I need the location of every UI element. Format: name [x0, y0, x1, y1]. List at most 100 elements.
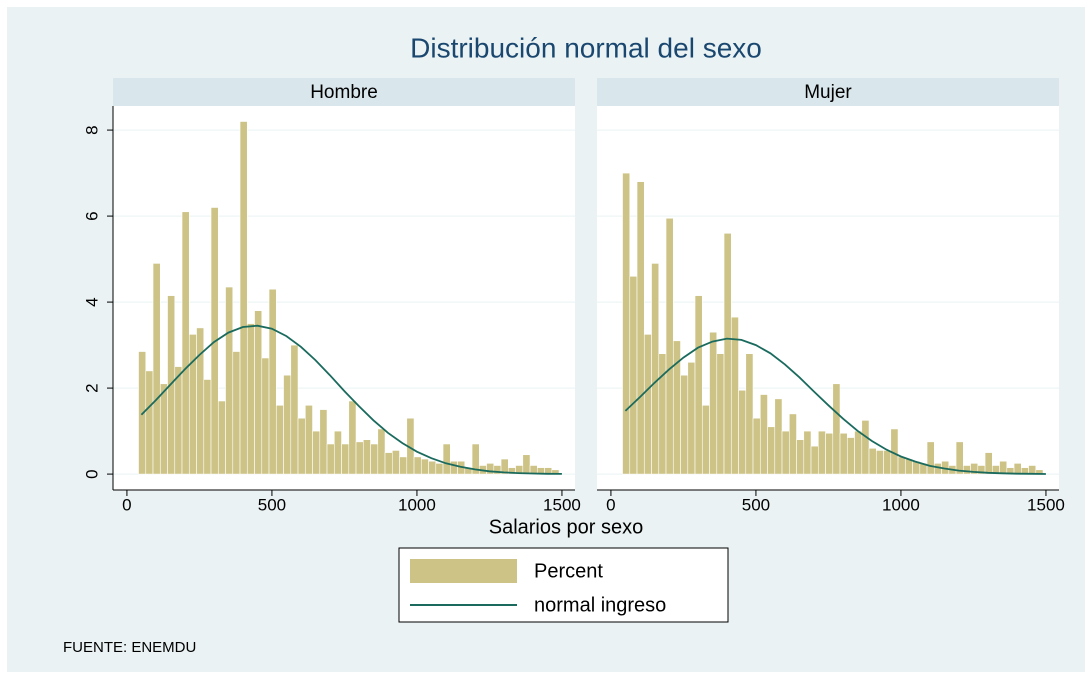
bar	[781, 430, 790, 475]
panel-header	[597, 78, 1059, 106]
bar	[767, 426, 776, 475]
legend-swatch	[410, 559, 517, 583]
bar	[217, 400, 226, 475]
bar	[188, 334, 197, 475]
bar	[825, 432, 834, 475]
bar	[159, 383, 168, 475]
bar	[449, 460, 458, 475]
bar	[665, 217, 674, 475]
bar	[239, 121, 248, 475]
bar	[774, 398, 783, 475]
bar	[261, 357, 270, 475]
bar	[694, 295, 703, 475]
chart-title: Distribución normal del sexo	[410, 32, 762, 63]
bar	[435, 463, 444, 475]
y-tick-label: 6	[82, 211, 101, 220]
bar	[471, 443, 480, 475]
bar	[955, 441, 964, 475]
bar	[999, 460, 1008, 475]
x-tick-label: 500	[742, 495, 770, 514]
x-tick-label: 0	[606, 495, 615, 514]
bar	[832, 383, 841, 475]
bar	[629, 275, 638, 475]
bar	[730, 316, 739, 475]
bar	[442, 443, 451, 475]
bar	[861, 420, 870, 475]
bar	[752, 417, 761, 475]
bar	[225, 286, 234, 475]
bar	[854, 430, 863, 475]
bar	[413, 456, 422, 475]
bar	[500, 458, 509, 475]
y-tick-label: 2	[82, 383, 101, 392]
bar	[377, 428, 386, 475]
y-tick-label: 8	[82, 125, 101, 134]
bar	[636, 181, 645, 475]
bar	[181, 211, 190, 475]
bar	[1028, 465, 1037, 475]
bar	[522, 454, 531, 475]
bar	[810, 445, 819, 475]
bar	[883, 450, 892, 475]
x-tick-label: 1000	[882, 495, 920, 514]
bar	[723, 232, 732, 475]
bar	[1013, 463, 1022, 475]
bar	[926, 441, 935, 475]
bar	[738, 389, 747, 475]
bar	[319, 409, 328, 475]
bar	[868, 447, 877, 475]
bar	[803, 430, 812, 475]
bar	[759, 394, 768, 475]
bar	[283, 374, 292, 475]
bar	[796, 439, 805, 475]
x-tick-label: 500	[258, 495, 286, 514]
x-tick-label: 1000	[398, 495, 436, 514]
bar	[254, 310, 263, 475]
bar	[643, 334, 652, 475]
bar	[232, 351, 241, 475]
panel-title: Mujer	[804, 82, 852, 103]
x-tick-label: 0	[122, 495, 131, 514]
bar	[788, 413, 797, 475]
bar	[326, 443, 335, 475]
bar	[312, 430, 321, 475]
bar	[152, 263, 161, 475]
bar	[174, 366, 183, 475]
bar	[701, 404, 710, 475]
normal-curve	[624, 337, 1046, 475]
bar	[846, 437, 855, 475]
bar	[839, 432, 848, 475]
bar	[297, 417, 306, 475]
bar	[716, 353, 725, 475]
bar	[399, 456, 408, 475]
y-tick-label: 4	[82, 297, 101, 306]
legend-label: normal ingreso	[534, 594, 666, 616]
bar	[651, 263, 660, 475]
bar	[962, 465, 971, 475]
bar	[486, 463, 495, 475]
bar	[275, 404, 284, 475]
bar	[933, 463, 942, 475]
legend-label: Percent	[534, 560, 603, 582]
bar	[341, 443, 350, 475]
x-axis-label: Salarios por sexo	[489, 516, 644, 538]
bar	[745, 353, 754, 475]
bar	[420, 458, 429, 475]
x-tick-label: 1500	[543, 495, 581, 514]
bar	[348, 400, 357, 475]
bar	[384, 452, 393, 475]
bar	[622, 172, 631, 475]
bar	[370, 443, 379, 475]
panel-header	[113, 78, 575, 106]
bar	[680, 374, 689, 475]
bar	[333, 430, 342, 475]
bar	[428, 460, 437, 475]
bar	[145, 370, 154, 475]
bar	[355, 441, 364, 475]
bar	[658, 353, 667, 475]
note: FUENTE: ENEMDU	[63, 639, 196, 656]
bar	[984, 452, 993, 475]
bar	[875, 450, 884, 475]
